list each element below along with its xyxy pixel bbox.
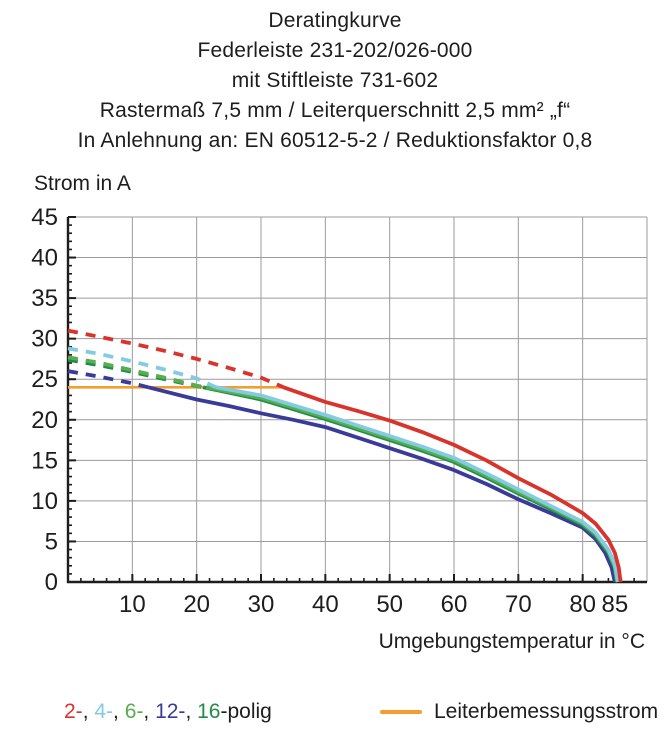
- y-tick-label: 5: [45, 528, 58, 555]
- y-axis-title: Strom in A: [34, 172, 131, 195]
- x-tick-label: 40: [312, 591, 339, 618]
- x-tick-label: 20: [183, 591, 210, 618]
- rated-current-label: Leiterbemessungsstrom: [434, 700, 659, 723]
- title-line-2: Federleiste 231-202/026-000: [197, 39, 473, 62]
- legend-separator: ,: [82, 700, 95, 723]
- legend-pole-16: 16: [197, 700, 221, 723]
- y-tick-label: 45: [31, 204, 58, 231]
- curve-dashed-12-polig: [67, 369, 149, 390]
- rated-current-swatch-line: [380, 710, 422, 714]
- curve-solid-16-polig: [202, 385, 619, 583]
- y-tick-label: 15: [31, 447, 58, 474]
- curve-solid-12-polig: [147, 385, 617, 583]
- legend-pole-12: 12-: [155, 700, 186, 723]
- y-tick-label: 20: [31, 407, 58, 434]
- chart-area: 10 20 30 40 50 60 70 80 85 0 5 10 15 20 25 30 35 40 45: [0, 200, 670, 670]
- x-tick-label: 30: [248, 591, 275, 618]
- curve-dashed-4-polig: [67, 346, 217, 390]
- legend-separator: ,: [113, 700, 125, 723]
- legend-poles: 2-, 4-, 6-, 12-, 16-polig: [64, 700, 272, 724]
- x-axis-title: Umgebungstemperatur in °C: [378, 630, 645, 653]
- legend-poles-suffix: -polig: [220, 700, 272, 723]
- curve-dashed-2-polig: [67, 328, 285, 390]
- title-line-4: Rastermaß 7,5 mm / Leiterquerschnitt 2,5…: [99, 99, 571, 122]
- legend-pole-6: 6-: [124, 700, 144, 723]
- y-tick-label: 10: [31, 488, 58, 515]
- y-tick-label: 35: [31, 285, 58, 312]
- legend-separator: ,: [143, 700, 156, 723]
- y-tick-label: 0: [45, 569, 58, 596]
- title-line-3: mit Stiftleiste 731-602: [231, 69, 439, 92]
- curve-solid-4-polig: [215, 385, 620, 583]
- legend-separator: ,: [185, 700, 198, 723]
- legend-pole-2: 2-: [64, 700, 83, 723]
- y-tick-label: 25: [31, 366, 58, 393]
- curve-dashed-6-polig: [67, 355, 207, 390]
- x-tick-label: 70: [505, 591, 532, 618]
- x-tick-label: 85: [601, 591, 628, 618]
- x-tick-label: 10: [119, 591, 146, 618]
- chart-title-block: Deratingkurve Federleiste 231-202/026-00…: [0, 6, 670, 156]
- x-tick-label: 80: [569, 591, 596, 618]
- legend-row: 2-, 4-, 6-, 12-, 16-polig Leiterbemessun…: [0, 698, 670, 732]
- y-tick-label: 30: [31, 326, 58, 353]
- y-tick-label: 40: [31, 245, 58, 272]
- legend-pole-4: 4-: [94, 700, 114, 723]
- legend-rated-current: Leiterbemessungsstrom: [380, 700, 658, 724]
- x-tick-label: 50: [376, 591, 403, 618]
- title-line-1: Deratingkurve: [268, 9, 402, 32]
- derating-chart: 10 20 30 40 50 60 70 80 85 0 5 10 15 20 25 30 35 40 45: [31, 204, 648, 618]
- curve-solid-2-polig: [282, 385, 623, 583]
- x-tick-label: 60: [441, 591, 468, 618]
- title-line-5: In Anlehnung an: EN 60512-5-2 / Reduktio…: [77, 129, 593, 152]
